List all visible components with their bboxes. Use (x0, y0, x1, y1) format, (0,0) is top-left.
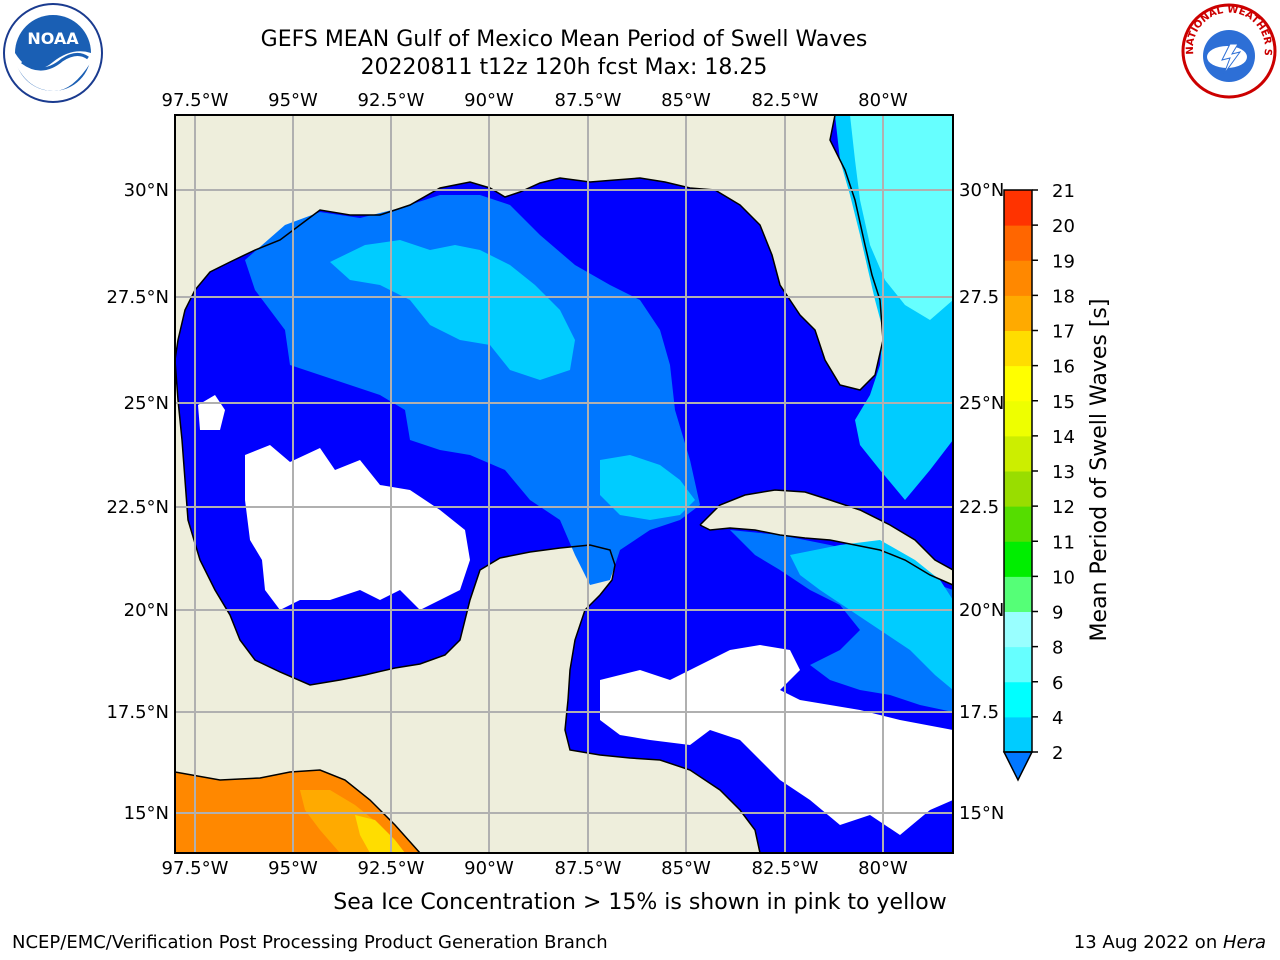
colorbar-segment (1004, 506, 1032, 542)
colorbar-tick-label: 19 (1052, 251, 1075, 272)
colorbar-segment (1004, 225, 1032, 261)
lon-label-bottom: 95°W (268, 858, 318, 879)
footer-credit: NCEP/EMC/Verification Post Processing Pr… (12, 932, 608, 953)
lat-label-right: 15°N (959, 803, 1004, 824)
land-cuba (700, 490, 953, 585)
colorbar-tick-label: 6 (1052, 673, 1063, 694)
colorbar-segment (1004, 541, 1032, 577)
colorbar-tick-label: 20 (1052, 216, 1075, 237)
nodata-bay-campeche (245, 445, 470, 610)
ocean-period-pacific-peak (355, 815, 405, 853)
lat-label-right: 20°N (959, 600, 1004, 621)
lat-label-right: 17.5 (959, 702, 999, 723)
land-us (175, 115, 883, 390)
colorbar-tick-label: 9 (1052, 603, 1063, 624)
lon-label-top: 85°W (661, 90, 711, 111)
lat-label-right: 22.5 (959, 497, 999, 518)
colorbar-tick-label: 21 (1052, 181, 1075, 202)
lon-label-bottom: 87.5°W (555, 858, 622, 879)
colorbar-segment (1004, 295, 1032, 331)
colorbar-tick-label: 11 (1052, 532, 1075, 553)
colorbar-segment (1004, 435, 1032, 472)
colorbar: 2 4 6 8 9 10 11 12 13 14 15 16 17 18 19 20 21 (1002, 181, 1075, 782)
colorbar-segment (1004, 716, 1032, 753)
lat-label-left: 20°N (124, 600, 169, 621)
chart-title: GEFS MEAN Gulf of Mexico Mean Period of … (260, 27, 868, 52)
lat-label-left: 30°N (124, 180, 169, 201)
colorbar-segment (1004, 681, 1032, 718)
colorbar-segment (1004, 646, 1032, 683)
lon-label-top: 80°W (858, 90, 908, 111)
colorbar-segment (1004, 260, 1032, 296)
ocean-period-4-6-central (600, 455, 695, 520)
colorbar-tick-label: 12 (1052, 497, 1075, 518)
colorbar-tick-label: 13 (1052, 462, 1075, 483)
lat-label-left: 17.5°N (106, 702, 169, 723)
noaa-logo-text: NOAA (27, 29, 79, 48)
lon-label-bottom: 90°W (464, 858, 514, 879)
land-mexico (175, 360, 760, 853)
colorbar-tick-label: 8 (1052, 638, 1063, 659)
colorbar-extend-min (1002, 751, 1034, 782)
nodata-caribbean-sw (720, 655, 790, 690)
colorbar-segment (1004, 471, 1032, 507)
lon-label-bottom: 85°W (661, 858, 711, 879)
colorbar-tick-label: 17 (1052, 322, 1075, 343)
map-frame (174, 114, 954, 854)
lon-label-bottom: 92.5°W (358, 858, 425, 879)
nws-logo-icon: NATIONAL WEATHER SERVICE (1176, 0, 1278, 104)
lat-label-left: 25°N (124, 393, 169, 414)
lat-label-left: 15°N (124, 803, 169, 824)
colorbar-tick-label: 10 (1052, 567, 1075, 588)
lat-label-right: 30°N (959, 180, 1004, 201)
lon-label-top: 95°W (268, 90, 318, 111)
lon-label-bottom: 82.5°W (752, 858, 819, 879)
colorbar-segment (1004, 190, 1032, 226)
colorbar-tick-label: 16 (1052, 357, 1075, 378)
lon-label-top: 92.5°W (358, 90, 425, 111)
colorbar-tick-label: 4 (1052, 708, 1063, 729)
lat-label-left: 22.5°N (106, 497, 169, 518)
chart-subtitle: 20220811 t12z 120h fcst Max: 18.25 (360, 55, 768, 80)
ocean-period-4-6-caribbean (790, 540, 953, 690)
colorbar-tick-label: 14 (1052, 427, 1075, 448)
lon-label-top: 87.5°W (555, 90, 622, 111)
colorbar-segment (1004, 330, 1032, 367)
colorbar-tick-label: 18 (1052, 286, 1075, 307)
lon-label-top: 82.5°W (752, 90, 819, 111)
noaa-logo-icon: NOAA (2, 2, 104, 108)
gridlines (175, 115, 953, 853)
colorbar-tick-label: 2 (1052, 743, 1063, 764)
ocean-period-2-4 (245, 195, 700, 585)
colorbar-segment (1004, 611, 1032, 648)
lat-label-right: 27.5 (959, 287, 999, 308)
nodata-yucatan-east (600, 645, 953, 835)
map-field (175, 115, 953, 853)
coastline-us (175, 115, 884, 391)
footer-date: 13 Aug 2022 on Hera (1074, 932, 1266, 953)
colorbar-label: Mean Period of Swell Waves [s] (1087, 299, 1112, 642)
lat-label-left: 27.5°N (106, 287, 169, 308)
lon-label-bottom: 80°W (858, 858, 908, 879)
ocean-period-6-8-atlantic (850, 115, 953, 320)
colorbar-segment (1004, 400, 1032, 437)
coastline-pacific (175, 769, 421, 853)
footer-host: Hera (1222, 932, 1266, 953)
colorbar-segment (1004, 365, 1032, 402)
colorbar-segment (1004, 576, 1032, 612)
coastline-cuba (699, 489, 953, 586)
lon-label-bottom: 97.5°W (162, 858, 229, 879)
lon-label-top: 90°W (464, 90, 514, 111)
lon-label-top: 97.5°W (162, 90, 229, 111)
footer-date-text: 13 Aug 2022 on (1073, 932, 1223, 953)
colorbar-tick-label: 15 (1052, 392, 1075, 413)
sea-ice-caption: Sea Ice Concentration > 15% is shown in … (333, 890, 947, 915)
lat-label-right: 25°N (959, 393, 1004, 414)
